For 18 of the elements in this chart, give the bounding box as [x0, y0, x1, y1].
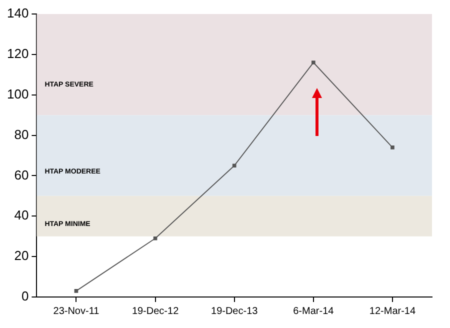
y-tick-label: 60	[14, 167, 29, 182]
point	[153, 236, 158, 240]
x-tick-label: 19-Dec-13	[210, 306, 258, 317]
y-tick-label: 100	[6, 86, 29, 102]
x-tick-label: 6-Mar-14	[293, 306, 334, 317]
y-tick-label: 120	[6, 46, 29, 62]
y-tick-label: 140	[6, 6, 29, 21]
y-tick-label: 40	[14, 208, 29, 223]
y-tick-label: 0	[21, 288, 29, 304]
point	[390, 146, 394, 150]
point	[74, 289, 78, 293]
x-tick-label: 19-Dec-12	[132, 306, 180, 317]
x-tick-label: 23-Nov-11	[53, 306, 100, 317]
y-tick-label: 80	[14, 126, 29, 142]
point	[311, 60, 316, 64]
point	[232, 164, 236, 168]
y-tick-label: 20	[14, 248, 29, 264]
x-tick-label: 12-Mar-14	[369, 306, 416, 317]
